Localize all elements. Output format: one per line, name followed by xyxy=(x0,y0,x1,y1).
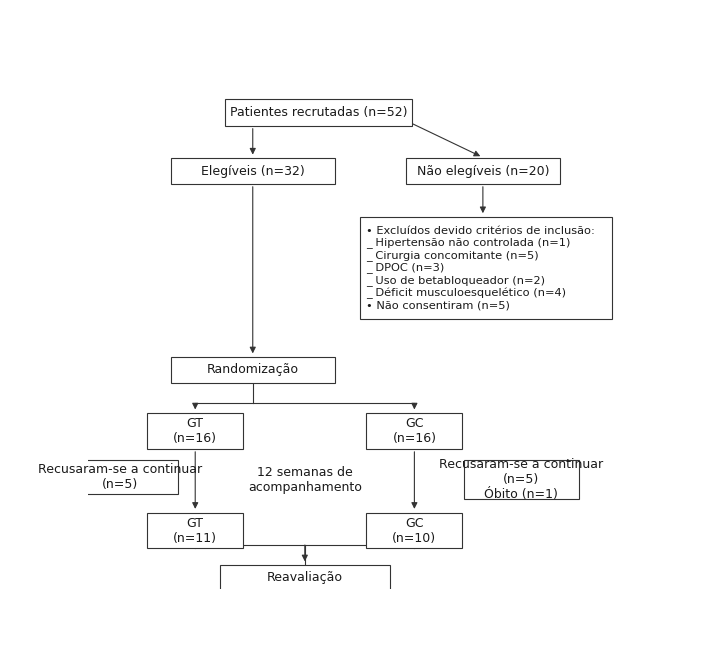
FancyBboxPatch shape xyxy=(147,413,243,449)
Text: GC
(n=10): GC (n=10) xyxy=(392,516,436,545)
Text: Randomização: Randomização xyxy=(206,363,299,377)
FancyBboxPatch shape xyxy=(407,158,560,184)
FancyBboxPatch shape xyxy=(366,512,462,548)
FancyBboxPatch shape xyxy=(360,217,612,319)
FancyBboxPatch shape xyxy=(464,461,579,498)
FancyBboxPatch shape xyxy=(220,565,390,591)
FancyBboxPatch shape xyxy=(170,357,335,383)
FancyBboxPatch shape xyxy=(170,158,335,184)
Text: GT
(n=11): GT (n=11) xyxy=(173,516,217,545)
Text: 12 semanas de
acompanhamento: 12 semanas de acompanhamento xyxy=(248,465,362,494)
FancyBboxPatch shape xyxy=(226,99,411,126)
Text: Recusaram-se a continuar
(n=5)
Óbito (n=1): Recusaram-se a continuar (n=5) Óbito (n=… xyxy=(439,458,603,501)
Text: Não elegíveis (n=20): Não elegíveis (n=20) xyxy=(416,165,549,177)
Text: Recusaram-se a continuar
(n=5): Recusaram-se a continuar (n=5) xyxy=(38,463,202,491)
Text: Reavaliação: Reavaliação xyxy=(267,571,343,585)
FancyBboxPatch shape xyxy=(63,461,177,494)
Text: • Excluídos devido critérios de inclusão:
_ Hipertensão não controlada (n=1)
_ C: • Excluídos devido critérios de inclusão… xyxy=(366,226,595,310)
Text: GT
(n=16): GT (n=16) xyxy=(173,417,217,445)
Text: Elegíveis (n=32): Elegíveis (n=32) xyxy=(201,165,305,177)
Text: GC
(n=16): GC (n=16) xyxy=(392,417,436,445)
FancyBboxPatch shape xyxy=(147,512,243,548)
Text: Patientes recrutadas (n=52): Patientes recrutadas (n=52) xyxy=(230,106,407,119)
FancyBboxPatch shape xyxy=(366,413,462,449)
